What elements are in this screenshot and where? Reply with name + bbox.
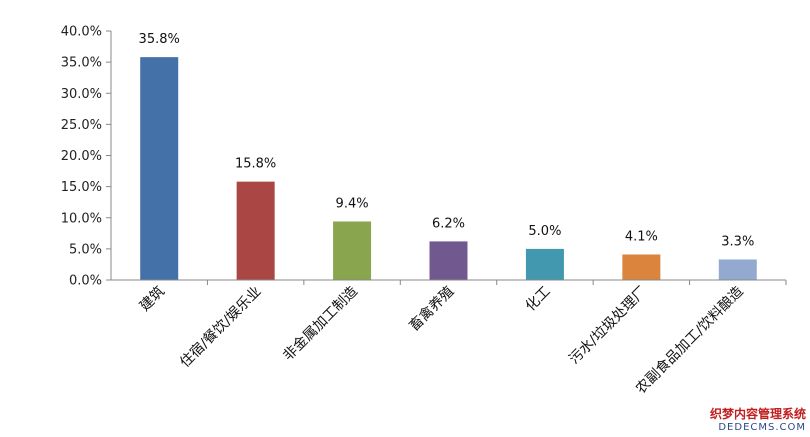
bar xyxy=(718,259,757,280)
x-category-label: 非金属加工制造 xyxy=(280,284,361,365)
y-tick-label: 20.0% xyxy=(61,149,102,164)
bars xyxy=(140,57,787,285)
bar-data-label: 4.1% xyxy=(625,229,658,244)
watermark-line1: 织梦内容管理系统 xyxy=(709,407,806,421)
bar-data-label: 9.4% xyxy=(336,196,369,211)
bar xyxy=(333,221,372,280)
y-tick-label: 40.0% xyxy=(61,25,102,40)
bar xyxy=(622,254,661,280)
bar-data-label: 6.2% xyxy=(432,216,465,231)
y-axis-ticks: 0.0% 5.0% 10.0% 15.0% 20.0% 25.0% 30.0% 35.0% 40… xyxy=(61,25,111,289)
watermark: 织梦内容管理系统 DEDECMS.COM xyxy=(710,405,806,433)
x-category-label: 畜禽养殖 xyxy=(406,283,458,335)
y-tick-label: 0.0% xyxy=(69,274,102,289)
bar xyxy=(429,241,468,280)
category-labels: 建筑 住宿/餐饮/娱乐业 非金属加工制造 畜禽养殖 化工 污水/垃圾处理厂农副食品加工/饮… xyxy=(137,283,747,397)
y-tick-label: 15.0% xyxy=(61,180,102,195)
bar-data-label: 5.0% xyxy=(528,224,561,239)
x-category-label: 住宿/餐饮/娱乐业 xyxy=(176,283,264,371)
axes xyxy=(106,31,786,281)
y-tick-label: 5.0% xyxy=(69,242,102,257)
bar xyxy=(525,248,564,280)
x-category-label: 污水/垃圾处理厂 xyxy=(566,284,650,368)
y-tick-label: 30.0% xyxy=(61,87,102,102)
bar-data-label: 35.8% xyxy=(139,32,180,47)
y-tick-label: 35.0% xyxy=(61,56,102,71)
x-category-label: 建筑 xyxy=(137,284,168,315)
y-tick-label: 10.0% xyxy=(61,211,102,226)
x-category-label: 农副食品加工/饮料酿造 xyxy=(632,283,746,397)
y-tick-label: 25.0% xyxy=(61,118,102,133)
bar-data-label: 3.3% xyxy=(721,234,754,249)
watermark-line2: DEDECMS.COM xyxy=(718,422,806,433)
bar xyxy=(236,181,275,280)
bar xyxy=(140,57,179,280)
x-category-label: 化工 xyxy=(523,284,554,315)
bar-data-label: 15.8% xyxy=(235,157,276,172)
data-labels: 35.8% 15.8% 9.4% 6.2% 5.0% 4.1% 3.3% xyxy=(139,32,755,249)
